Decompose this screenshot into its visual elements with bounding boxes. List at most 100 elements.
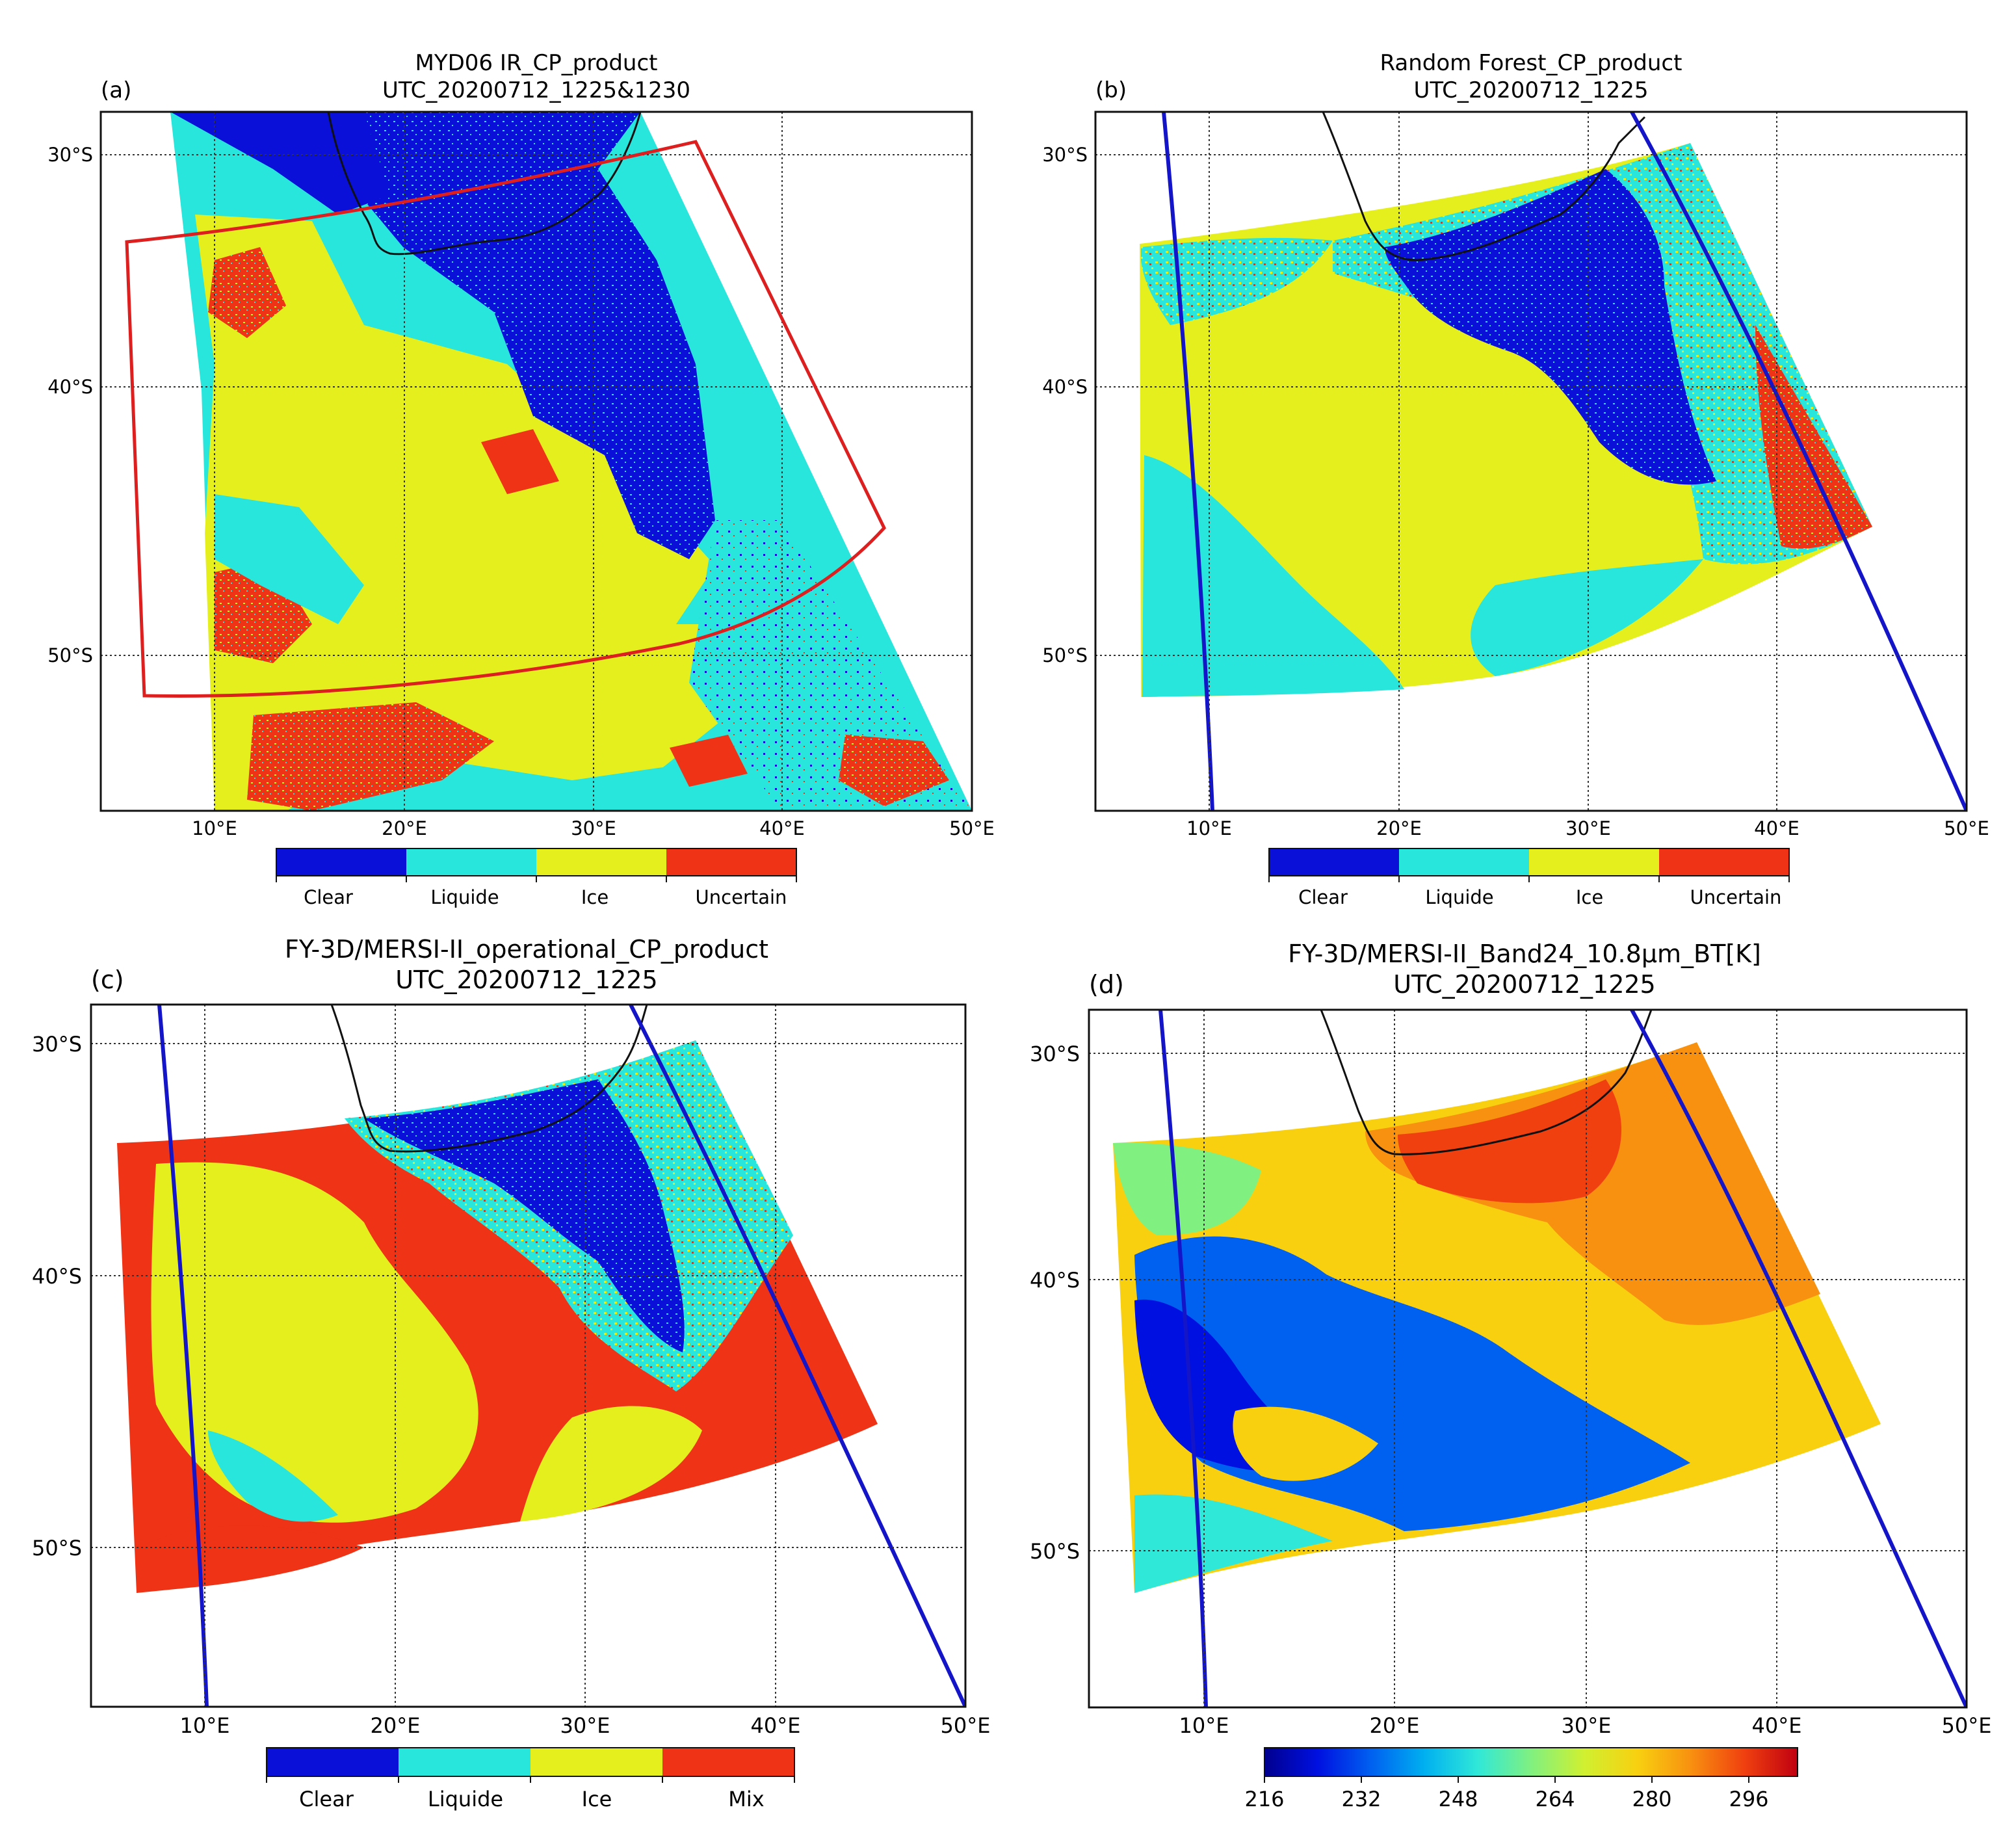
panel-c-title-line1: FY-3D/MERSI-II_operational_CP_product <box>285 935 768 964</box>
panel-a-red-west <box>208 247 286 338</box>
colorbar-a-ice <box>536 849 666 876</box>
colorbar-b-liquide <box>1399 849 1529 876</box>
colorbar-a-clear <box>276 849 406 876</box>
colorbar-c-liquide <box>399 1748 530 1776</box>
panel-a-lat-50: 50°S <box>47 644 93 666</box>
panel-d-swath-line-east <box>1630 1010 1967 1707</box>
panel-d-colorbar: 216 232 248 264 280 296 <box>1244 1747 1798 1811</box>
colorbar-b-label-liquide: Liquide <box>1425 886 1493 908</box>
panel-a-lon-30: 30°E <box>571 817 616 839</box>
panel-b-label: (b) <box>1095 77 1127 103</box>
panel-c-lon-20: 20°E <box>371 1713 421 1738</box>
colorbar-c-clear <box>267 1748 399 1776</box>
panel-d-cyan-sw <box>1134 1494 1333 1593</box>
panel-c-clear-region <box>364 1079 685 1352</box>
panel-a-frame <box>99 111 973 812</box>
panel-d-warm-sw <box>1233 1406 1378 1481</box>
colorbar-d-tick-216: 216 <box>1244 1787 1284 1811</box>
panel-b-cyan-south <box>1471 559 1703 676</box>
panel-b-lat-30: 30°S <box>1042 144 1088 166</box>
panel-b-lon-40: 40°E <box>1754 817 1800 839</box>
panel-a-lat-30: 30°S <box>47 144 93 166</box>
panel-a-cyan-sw <box>215 494 364 624</box>
panel-c-map <box>117 1005 965 1707</box>
panel-d-grid <box>1089 1010 1967 1707</box>
panel-a-lon-40: 40°E <box>759 817 805 839</box>
colorbar-b-label-clear: Clear <box>1298 886 1348 908</box>
panel-d-lon-10: 10°E <box>1179 1713 1229 1738</box>
colorbar-a-liquide <box>406 849 536 876</box>
panel-d-title-line1: FY-3D/MERSI-II_Band24_10.8μm_BT[K] <box>1288 940 1761 968</box>
colorbar-b-uncertain <box>1659 849 1789 876</box>
panel-c-title-line2: UTC_20200712_1225 <box>395 966 657 994</box>
panel-c-lat-30: 30°S <box>32 1032 82 1057</box>
panel-b: Random Forest_CP_product UTC_20200712_12… <box>1042 50 1989 908</box>
colorbar-c-ice <box>530 1748 662 1776</box>
panel-d-green-west <box>1113 1142 1261 1235</box>
colorbar-d-tick-248: 248 <box>1438 1787 1478 1811</box>
colorbar-b-ice <box>1529 849 1659 876</box>
panel-d-lon-20: 20°E <box>1370 1713 1420 1738</box>
colorbar-c-mix <box>662 1748 794 1776</box>
panel-c-lat-40: 40°S <box>32 1264 82 1289</box>
panel-a-red-sw2 <box>247 702 494 811</box>
colorbar-a-uncertain <box>666 849 796 876</box>
panel-a-red-mid <box>481 429 559 494</box>
colorbar-b-clear <box>1269 849 1399 876</box>
panel-b-coastline <box>1322 112 1646 261</box>
panel-d-lon-50: 50°E <box>1942 1713 1992 1738</box>
red-domain-box <box>125 140 886 698</box>
panel-d-title-line2: UTC_20200712_1225 <box>1393 970 1655 999</box>
colorbar-d-tick-280: 280 <box>1632 1787 1671 1811</box>
panel-a-title-line2: UTC_20200712_1225&1230 <box>382 77 690 103</box>
panel-a-map <box>170 112 972 811</box>
panel-c-lon-10: 10°E <box>180 1713 230 1738</box>
panel-b-lon-10: 10°E <box>1186 817 1232 839</box>
panel-d-map <box>1113 1010 1967 1707</box>
colorbar-c-label-clear: Clear <box>299 1787 354 1811</box>
panel-a-lon-20: 20°E <box>382 817 427 839</box>
colorbar-b-label-uncertain: Uncertain <box>1690 886 1782 908</box>
panel-a-label: (a) <box>101 77 131 103</box>
panel-b-cyan-sw <box>1142 455 1404 697</box>
panel-c-cyan-sw <box>208 1430 338 1522</box>
panel-c-ice-region <box>151 1162 478 1523</box>
colorbar-d-tick-232: 232 <box>1341 1787 1381 1811</box>
colorbar-c-label-mix: Mix <box>728 1787 764 1811</box>
panel-b-title-line2: UTC_20200712_1225 <box>1414 77 1649 103</box>
panel-a: MYD06 IR_CP_product UTC_20200712_1225&12… <box>47 50 995 908</box>
panel-b-map <box>1140 112 1967 811</box>
colorbar-d-tick-296: 296 <box>1729 1787 1768 1811</box>
colorbar-d-gradient <box>1264 1747 1798 1777</box>
panel-b-lon-20: 20°E <box>1376 817 1422 839</box>
panel-b-frame <box>1094 111 1968 812</box>
panel-a-lat-40: 40°S <box>47 376 93 398</box>
colorbar-a-label-liquide: Liquide <box>430 886 499 908</box>
panel-b-lat-50: 50°S <box>1042 644 1088 666</box>
panel-d-lon-40: 40°E <box>1752 1713 1802 1738</box>
panel-d-lat-40: 40°S <box>1030 1268 1080 1293</box>
panel-a-lon-50: 50°E <box>949 817 995 839</box>
panel-b-clear-region <box>1385 169 1716 485</box>
panel-b-swath-line-east <box>1630 112 1967 811</box>
panel-a-coastline <box>327 112 642 256</box>
panel-d-frame <box>1088 1008 1968 1709</box>
panel-d-coastline <box>1320 1010 1653 1155</box>
panel-a-mixed-strip <box>689 520 972 811</box>
panel-b-lon-30: 30°E <box>1565 817 1611 839</box>
panel-d: FY-3D/MERSI-II_Band24_10.8μm_BT[K] UTC_2… <box>1030 940 1992 1811</box>
colorbar-a-label-ice: Ice <box>581 886 609 908</box>
panel-a-colorbar: Clear Liquide Ice Uncertain <box>276 848 797 908</box>
panel-b-lon-50: 50°E <box>1944 817 1989 839</box>
panel-c: FY-3D/MERSI-II_operational_CP_product UT… <box>32 935 991 1811</box>
panel-d-lat-50: 50°S <box>1030 1539 1080 1564</box>
panel-c-lon-40: 40°E <box>751 1713 801 1738</box>
panel-b-lat-40: 40°S <box>1042 376 1088 398</box>
panel-a-ice-region <box>195 215 754 811</box>
panel-c-lat-50: 50°S <box>32 1536 82 1560</box>
colorbar-b-label-ice: Ice <box>1576 886 1603 908</box>
panel-a-red-s <box>670 735 748 787</box>
panel-a-clear-region <box>241 112 715 559</box>
panel-b-colorbar: Clear Liquide Ice Uncertain <box>1268 848 1790 908</box>
